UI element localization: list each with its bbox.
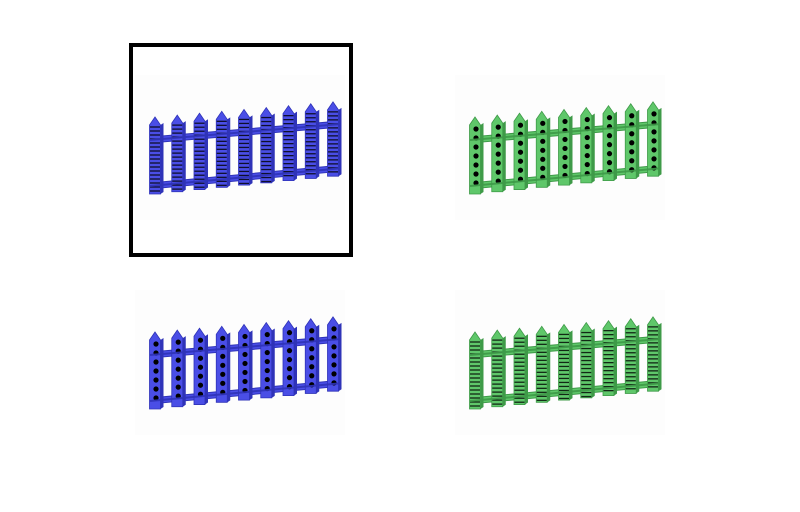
fence-picket [469,116,484,195]
fence-picket [624,318,640,394]
fence-picket [580,321,595,399]
fence-picket [602,319,617,397]
fence-picket [171,114,186,193]
fence-picket [149,116,164,195]
fence-picket [282,319,297,397]
fence-picket [260,106,275,184]
fence-picket [171,329,186,408]
fence-option-2[interactable] [455,75,665,220]
fence-picket [558,108,573,186]
fence-option-4[interactable] [455,290,665,435]
fence-picket [535,110,551,188]
fence-picket [304,103,320,179]
fence-picket [282,104,297,182]
fence-picket [513,112,528,190]
fence-picket [624,103,640,179]
fence-picket [215,325,231,403]
fence-picket [602,104,617,182]
fence-picket [647,101,662,177]
fence-picket [304,318,320,394]
fence-option-3-fence [149,316,342,410]
fence-picket [580,106,595,184]
fence-picket [491,329,506,408]
fence-picket [149,331,164,410]
fence-picket [491,114,506,193]
fence-picket [535,325,551,403]
fence-option-4-fence [469,316,662,410]
fence-picket [647,316,662,392]
fence-picket [193,327,208,405]
fence-picket [558,323,573,401]
fence-picket [193,112,208,190]
fence-picket [215,110,231,188]
fence-option-1-fence [149,101,342,195]
fence-picket [327,316,342,392]
fence-option-2-fence [469,101,662,195]
fence-option-1[interactable] [135,75,345,220]
fence-picket [260,321,275,399]
fence-picket [513,327,528,405]
fence-picket [238,323,253,401]
fence-option-3[interactable] [135,290,345,435]
fence-picket [469,331,484,410]
fence-picket [327,101,342,177]
fence-picket [238,108,253,186]
